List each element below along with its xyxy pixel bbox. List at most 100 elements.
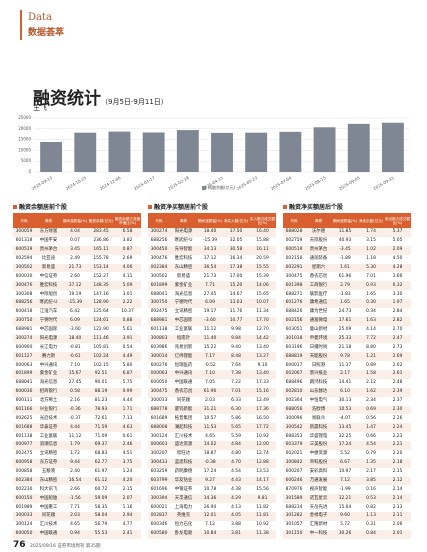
cell: 600276	[150, 362, 168, 368]
cell: 11.37	[338, 362, 352, 368]
cell: 0.07	[70, 238, 80, 244]
cell: 11.12	[203, 327, 217, 333]
cell: 600111	[15, 398, 33, 404]
header-cell: 买入额占成交额比(%)	[249, 216, 276, 225]
cell: 1.79	[70, 442, 80, 448]
cell: 601696	[150, 486, 168, 492]
author: 王飞	[33, 104, 47, 112]
table-row: 600207 安彩高科 10.97 2.17 2.15	[283, 468, 411, 477]
cell: 兴业银行	[39, 406, 58, 412]
cell: 同花顺	[41, 513, 56, 519]
cell: 148.35	[93, 282, 109, 288]
cell: 5.61	[122, 327, 133, 333]
cell: 002384	[15, 477, 33, 483]
table-row: 601318 中国平安 0.07 236.86 3.82	[13, 237, 141, 246]
cell: 2.03	[205, 398, 215, 404]
cell: 3.01	[122, 291, 133, 297]
cell: 同花顺	[176, 398, 191, 404]
cell: 688819	[285, 353, 303, 359]
cell: 2.21	[392, 442, 403, 448]
cell: 69.37	[94, 442, 108, 448]
legend-label: 两融余额(亿元)	[208, 184, 236, 190]
cell: 2.03	[70, 513, 80, 519]
cell: 11.82	[256, 504, 269, 510]
cell: 688256	[15, 300, 33, 306]
cell: 4.06	[122, 264, 133, 270]
cell: 300750	[15, 318, 33, 324]
table-row: 300475 香农芯创 61.96 7.01 15.16	[148, 387, 276, 397]
cell: 71.09	[94, 433, 108, 439]
cell: 601899	[150, 282, 168, 288]
cell: 10.92	[256, 522, 269, 528]
bar	[279, 131, 302, 172]
cell: 68.83	[94, 451, 108, 457]
cell: 300096	[285, 415, 303, 421]
cell: 3.45	[70, 247, 80, 253]
cell: 300750	[150, 300, 168, 306]
bar	[313, 127, 336, 172]
table-row: 000063 中兴通讯 7.10 102.15 5.80	[13, 361, 141, 370]
cell: 7.71	[205, 282, 215, 288]
cell: 3.81	[231, 531, 241, 537]
cell: 2.20	[392, 451, 403, 457]
cell: 中芯国际	[174, 318, 193, 324]
cell: -1.89	[339, 256, 351, 262]
cell: 37.50	[229, 229, 243, 235]
table-row: 300475 香农芯创 61.96 7.01 3.66	[283, 272, 411, 281]
cell: 2.47	[392, 335, 403, 341]
cell: 13.40	[256, 344, 269, 350]
cell: 21.73	[68, 264, 82, 270]
table-row: 688981 中芯国际 -3.60 10.77 17.70	[148, 316, 276, 326]
cell: 3.15	[366, 238, 376, 244]
table-row: 300124 汇川技术 4.65 56.79 4.77	[13, 521, 141, 530]
cell: -4.07	[339, 415, 351, 421]
cell: 9.27	[205, 477, 215, 483]
cell: 300124	[150, 433, 168, 439]
table-row: 688981 中芯国际 -3.60 122.90 5.61	[13, 326, 141, 335]
cell: 19.17	[203, 309, 217, 315]
cell: 2.24	[392, 424, 403, 430]
cell: 紫金矿业	[39, 371, 58, 377]
table-body: 300059 东方财富 4.04 283.45 6.58 601318 中国平安 0.07 23…	[13, 228, 141, 539]
table-row: 300750 宁德时代 6.09 124.61 0.88	[13, 316, 141, 326]
cell: 688496	[285, 380, 303, 386]
table-row: 300124 汇川技术 4.65 5.59 10.92	[148, 432, 276, 441]
cell: 6.67	[340, 460, 350, 466]
cell: 2.79	[340, 282, 350, 288]
cell: 59.09	[94, 495, 108, 501]
cell: 600519	[15, 247, 33, 253]
cell: 恒力石化	[174, 522, 193, 528]
bar	[176, 130, 199, 172]
cell: 4.29	[231, 495, 241, 501]
cell: 紫金矿业	[174, 282, 193, 288]
cell: 5.37	[392, 229, 403, 235]
cell: 2.61	[392, 371, 403, 377]
subtitle: （9月5日-9月11日）	[101, 98, 168, 106]
cell: 61.97	[94, 469, 108, 475]
cell: 工商银行	[309, 282, 328, 288]
cell: 1.65	[340, 300, 350, 306]
cell: 4.04	[70, 229, 80, 235]
cell: 中国平安	[39, 238, 58, 244]
cell: 002475	[15, 451, 33, 457]
table-row: 601989 中国重工 7.71 58.35 1.16	[13, 503, 141, 512]
cell: 汇川技术	[39, 522, 58, 528]
cell: 11.12	[68, 433, 82, 439]
cell: 2.73	[392, 344, 403, 350]
cell: 78.93	[94, 406, 108, 412]
cell: 香农芯创	[309, 273, 328, 279]
table-row: 600418 江淮汽车 6.42 125.64 10.37	[13, 308, 141, 317]
cell: 12.70	[256, 327, 269, 333]
table-row: 600519 贵州茅台 3.45 165.11 0.87	[13, 245, 141, 255]
cell: 601166	[15, 406, 33, 412]
cell: 24.73	[338, 309, 352, 315]
cell: 0.93	[366, 282, 376, 288]
cell: 2.94	[122, 513, 133, 519]
table-row: 300842 帝科股份 6.67 1.35 2.18	[283, 458, 411, 468]
cell: 4.65	[205, 433, 215, 439]
table-body: 688028 沃尔德 11.85 1.74 5.37 002759 天际股份 40.93 3.1…	[283, 228, 411, 539]
cell: 18.40	[68, 335, 82, 341]
cell: 1.61	[340, 264, 350, 270]
cell: 2.11	[392, 513, 403, 519]
header-cell: 期间涨跌幅(%)	[197, 218, 223, 223]
